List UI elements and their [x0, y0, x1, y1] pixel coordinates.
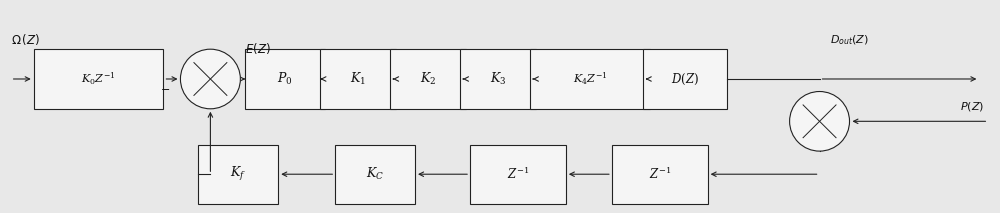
Text: $P_0$: $P_0$ [277, 71, 293, 87]
Bar [198, 145, 278, 204]
Text: $E(Z)$: $E(Z)$ [245, 41, 271, 56]
Ellipse shape [180, 49, 240, 109]
Text: $K_f$: $K_f$ [230, 165, 246, 183]
Ellipse shape [790, 92, 850, 151]
Text: $D_{out}(Z)$: $D_{out}(Z)$ [830, 34, 869, 47]
Text: $K_1$: $K_1$ [350, 71, 366, 87]
Text: $K_2$: $K_2$ [420, 71, 436, 87]
Bar [245, 49, 325, 109]
Bar [335, 145, 415, 204]
Text: $Z^{-1}$: $Z^{-1}$ [649, 166, 671, 182]
Text: $\Omega\,(Z)$: $\Omega\,(Z)$ [11, 32, 40, 47]
Bar [34, 49, 163, 109]
Bar [470, 145, 566, 204]
Text: $K_4Z^{-1}$: $K_4Z^{-1}$ [573, 71, 607, 87]
Text: $D(Z)$: $D(Z)$ [671, 71, 699, 86]
Text: $K_C$: $K_C$ [366, 166, 384, 182]
Text: $-$: $-$ [160, 83, 170, 93]
Bar [320, 49, 396, 109]
Text: $Z^{-1}$: $Z^{-1}$ [507, 166, 529, 182]
Bar [390, 49, 466, 109]
Text: $K_0Z^{-1}$: $K_0Z^{-1}$ [81, 71, 116, 87]
Bar [643, 49, 727, 109]
Bar [612, 145, 708, 204]
Text: $K_3$: $K_3$ [490, 71, 506, 87]
Bar [460, 49, 536, 109]
Bar [530, 49, 650, 109]
Text: $P(Z)$: $P(Z)$ [960, 100, 984, 113]
